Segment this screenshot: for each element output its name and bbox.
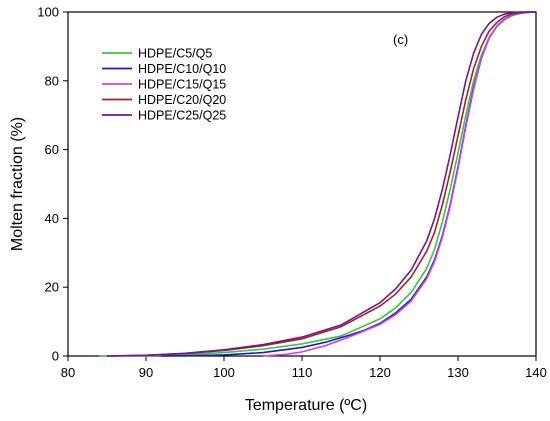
x-tick-label: 130 — [447, 365, 469, 380]
x-tick-label: 120 — [369, 365, 391, 380]
legend-label: HDPE/C20/Q20 — [138, 93, 226, 107]
panel-label: (c) — [393, 32, 408, 47]
y-tick-label: 100 — [37, 5, 59, 20]
y-tick-label: 60 — [45, 142, 59, 157]
x-tick-label: 140 — [525, 365, 547, 380]
series-line-3 — [262, 11, 537, 357]
legend-label: HDPE/C25/Q25 — [138, 109, 226, 123]
y-axis-title: Molten fraction (%) — [9, 117, 26, 251]
legend: HDPE/C5/Q5HDPE/C10/Q10HDPE/C15/Q15HDPE/C… — [102, 47, 226, 123]
series-line-4 — [106, 11, 536, 357]
y-tick-label: 80 — [45, 73, 59, 88]
legend-label: HDPE/C15/Q15 — [138, 78, 226, 92]
y-tick-label: 0 — [52, 349, 59, 364]
x-axis-title: Temperature (ºC) — [245, 397, 367, 414]
legend-label: HDPE/C10/Q10 — [138, 62, 226, 76]
series-group — [99, 11, 537, 357]
x-tick-label: 80 — [61, 365, 75, 380]
x-tick-label: 110 — [292, 365, 313, 380]
y-tick-label: 40 — [45, 211, 59, 226]
x-tick-label: 90 — [139, 365, 153, 380]
x-tick-label: 100 — [213, 365, 235, 380]
series-line-5 — [106, 11, 536, 357]
axes: 80 90 100 110 120 130 140 0 20 40 60 80 100 — [37, 5, 547, 381]
legend-label: HDPE/C5/Q5 — [138, 47, 212, 61]
y-tick-label: 20 — [45, 280, 59, 295]
